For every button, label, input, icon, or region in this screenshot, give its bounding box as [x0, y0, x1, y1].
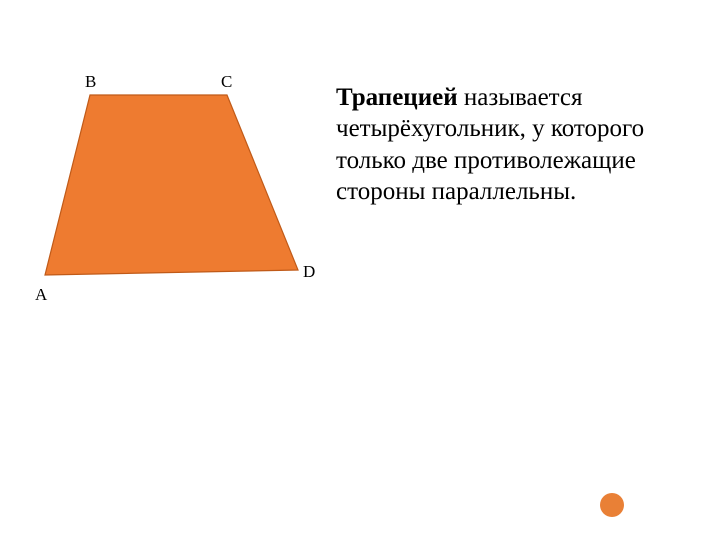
vertex-label-c: C: [221, 72, 232, 92]
definition-text: Трапецией называется четырёхугольник, у …: [336, 82, 696, 207]
vertex-label-a: A: [35, 285, 47, 305]
vertex-label-d: D: [303, 262, 315, 282]
definition-term: Трапецией: [336, 84, 458, 111]
slide: { "canvas": { "width": 720, "height": 54…: [0, 0, 720, 540]
pager-dot[interactable]: [600, 493, 624, 517]
trapezoid-shape: [45, 95, 298, 275]
trapezoid-diagram: [30, 80, 310, 300]
vertex-label-b: B: [85, 72, 96, 92]
